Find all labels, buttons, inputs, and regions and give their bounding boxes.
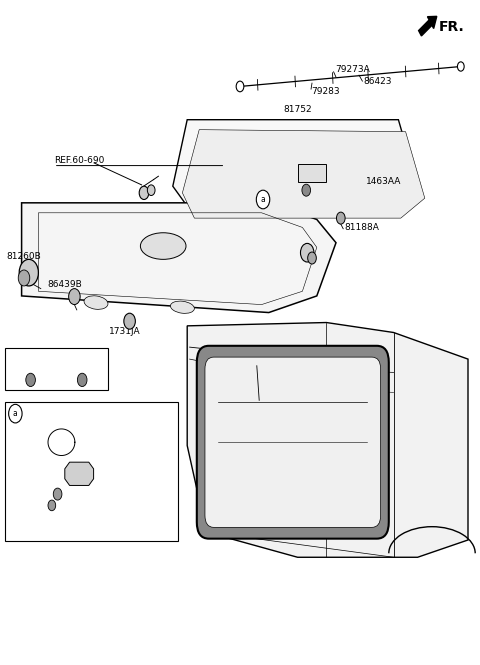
Text: 79283: 79283	[311, 86, 340, 96]
Circle shape	[9, 404, 22, 423]
Text: 81752: 81752	[283, 105, 312, 114]
Circle shape	[308, 252, 316, 264]
Ellipse shape	[84, 296, 108, 309]
Circle shape	[77, 373, 87, 386]
Ellipse shape	[140, 233, 186, 259]
FancyBboxPatch shape	[197, 346, 389, 539]
Circle shape	[53, 488, 62, 500]
Circle shape	[69, 289, 80, 305]
Text: 81210B: 81210B	[83, 513, 117, 523]
Polygon shape	[187, 323, 468, 557]
Bar	[5, 348, 108, 390]
Text: 11407: 11407	[111, 470, 140, 479]
Text: 79273A: 79273A	[335, 65, 370, 74]
Circle shape	[457, 62, 464, 71]
Text: 81456C: 81456C	[92, 496, 127, 505]
Circle shape	[256, 190, 270, 209]
Circle shape	[124, 313, 135, 329]
Text: 1463AA: 1463AA	[366, 177, 402, 186]
Circle shape	[139, 186, 149, 200]
Text: 87393: 87393	[9, 354, 37, 362]
Bar	[5, 402, 178, 541]
Polygon shape	[22, 203, 336, 313]
Circle shape	[19, 259, 38, 286]
Bar	[298, 164, 326, 182]
Text: 81260B: 81260B	[7, 251, 41, 261]
Polygon shape	[173, 120, 418, 206]
Text: 86439B: 86439B	[47, 280, 82, 289]
Text: 87321H: 87321H	[269, 392, 307, 402]
Circle shape	[300, 243, 314, 262]
Circle shape	[147, 185, 155, 196]
Text: 81230: 81230	[106, 485, 134, 494]
Circle shape	[18, 270, 30, 286]
Text: 1125DA: 1125DA	[111, 461, 147, 470]
Circle shape	[26, 373, 36, 386]
Text: 1339CC: 1339CC	[60, 354, 95, 362]
Circle shape	[48, 500, 56, 511]
Text: a: a	[13, 409, 18, 418]
Text: 81188A: 81188A	[345, 223, 380, 232]
FancyArrow shape	[419, 17, 437, 36]
Text: 1731JA: 1731JA	[109, 327, 141, 336]
Circle shape	[236, 81, 244, 92]
Polygon shape	[182, 130, 425, 218]
Text: FR.: FR.	[439, 19, 465, 34]
Text: 86423: 86423	[364, 76, 392, 86]
FancyBboxPatch shape	[205, 357, 381, 527]
Circle shape	[336, 212, 345, 224]
Text: a: a	[261, 195, 265, 204]
Circle shape	[302, 184, 311, 196]
Polygon shape	[65, 462, 94, 485]
Ellipse shape	[170, 301, 194, 313]
Text: REF.60-690: REF.60-690	[54, 156, 104, 166]
